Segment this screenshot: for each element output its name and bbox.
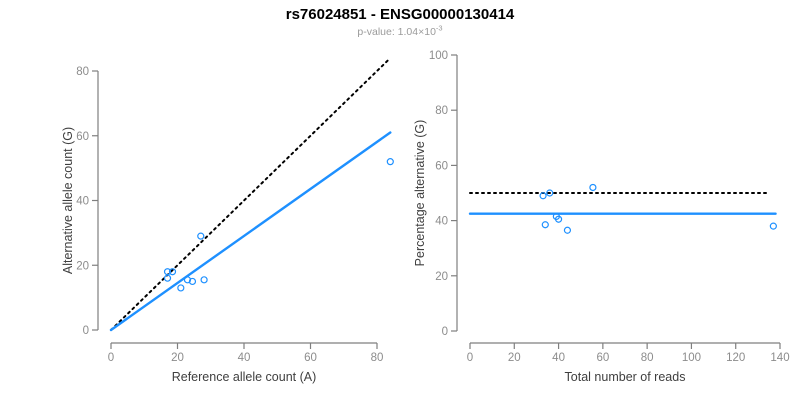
y-tick-label: 20	[76, 260, 89, 272]
data-point	[188, 277, 197, 286]
data-point	[541, 221, 549, 229]
y-tick-label: 80	[435, 105, 448, 117]
identity-line	[110, 57, 392, 331]
y-tick-label: 40	[435, 216, 448, 228]
x-axis-title: Reference allele count (A)	[172, 370, 317, 384]
data-point	[769, 222, 777, 230]
y-tick-label: 60	[76, 131, 89, 143]
y-tick-label: 80	[76, 66, 89, 78]
y-tick-label: 20	[435, 271, 448, 283]
x-tick-label: 60	[596, 352, 609, 364]
data-point	[168, 268, 177, 276]
x-tick-label: 60	[304, 352, 317, 364]
data-point	[197, 232, 205, 240]
x-tick-label: 0	[467, 352, 473, 364]
data-point	[177, 284, 185, 292]
data-point	[589, 183, 597, 192]
x-tick-label: 20	[171, 352, 184, 364]
p-value-exponent: -3	[435, 23, 443, 33]
data-point	[563, 226, 572, 234]
data-point	[200, 276, 208, 284]
x-tick-label: 0	[108, 352, 114, 364]
x-axis-title: Total number of reads	[565, 370, 686, 384]
p-value-label: p-value: 1.04×10	[357, 26, 436, 38]
x-tick-label: 80	[371, 352, 384, 364]
y-axis-title: Percentage alternative (G)	[413, 120, 427, 267]
data-point	[386, 158, 394, 166]
x-tick-label: 40	[238, 352, 251, 364]
fit-line	[109, 131, 392, 332]
figure-subtitle: p-value: 1.04×10-3	[0, 23, 800, 38]
x-tick-label: 20	[508, 352, 521, 364]
data-point	[554, 215, 563, 223]
x-tick-label: 140	[770, 352, 789, 364]
y-tick-label: 0	[83, 325, 89, 337]
y-axis-title: Alternative allele count (G)	[61, 127, 75, 274]
x-tick-label: 100	[682, 352, 701, 364]
data-point	[546, 189, 554, 197]
figure-title: rs76024851 - ENSG00000130414	[285, 6, 515, 23]
y-tick-label: 40	[76, 196, 89, 208]
x-tick-label: 80	[641, 352, 654, 364]
y-tick-label: 0	[442, 326, 448, 338]
x-tick-label: 40	[552, 352, 565, 364]
y-tick-label: 100	[429, 50, 448, 62]
data-point	[539, 192, 547, 200]
y-tick-label: 60	[435, 160, 448, 172]
data-point	[163, 268, 172, 276]
plot-panel-2: 0 20 40 60 80 100 120 140 0 20 40 60 80 100 Total numb…	[413, 50, 790, 384]
x-tick-label: 120	[726, 352, 745, 364]
plot-panel-1: 0 20 40 60 80 0 20 40 60 80 Reference allele count…	[61, 57, 394, 384]
